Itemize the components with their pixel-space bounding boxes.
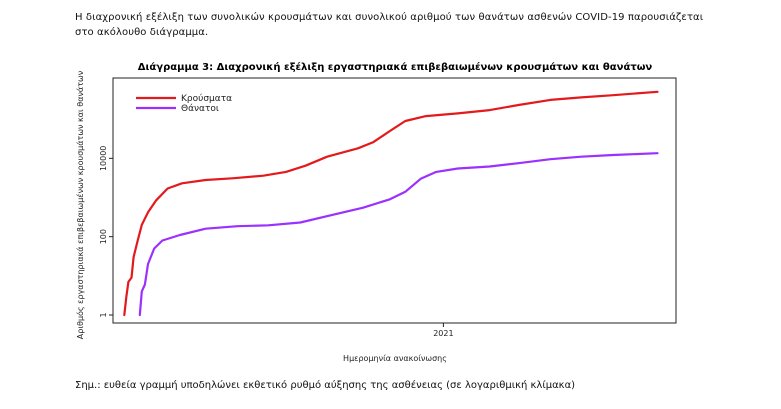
x-axis-label: Ημερομηνία ανακοίνωσης	[343, 354, 447, 363]
y-tick-label: 100	[99, 229, 108, 244]
legend-label-cases: Κρούσματα	[181, 93, 232, 104]
y-axis-label: Αριθμός εργαστηριακά επιβεβαιωμένων κρου…	[75, 70, 85, 339]
intro-paragraph: Η διαχρονική εξέλιξη των συνολικών κρουσ…	[75, 12, 704, 38]
footnote: Σημ.: ευθεία γραμμή υποδηλώνει εκθετικό …	[75, 380, 576, 391]
y-tick-label: 1	[99, 312, 108, 317]
series-line-cases	[123, 90, 659, 317]
x-tick-label: 2021	[433, 329, 453, 338]
plot-frame	[112, 77, 677, 324]
y-tick-label: 10000	[99, 146, 108, 171]
series-line-deaths	[138, 152, 659, 317]
chart-title: Διάγραμμα 3: Διαχρονική εξέλιξη εργαστηρ…	[138, 61, 653, 73]
legend-label-deaths: Θάνατοι	[181, 104, 219, 114]
